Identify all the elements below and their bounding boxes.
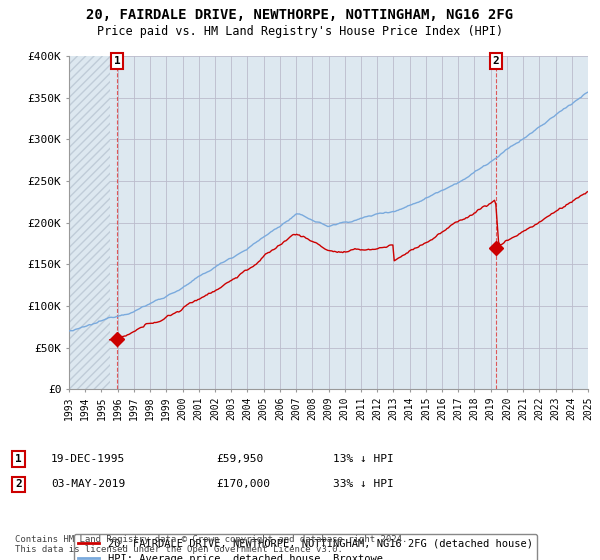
- Text: 20, FAIRDALE DRIVE, NEWTHORPE, NOTTINGHAM, NG16 2FG: 20, FAIRDALE DRIVE, NEWTHORPE, NOTTINGHA…: [86, 8, 514, 22]
- Text: 2: 2: [493, 56, 500, 66]
- Text: £59,950: £59,950: [216, 454, 263, 464]
- Text: £170,000: £170,000: [216, 479, 270, 489]
- Text: 2: 2: [15, 479, 22, 489]
- Text: Price paid vs. HM Land Registry's House Price Index (HPI): Price paid vs. HM Land Registry's House …: [97, 25, 503, 38]
- Bar: [69, 56, 110, 389]
- Text: 1: 1: [114, 56, 121, 66]
- Text: Contains HM Land Registry data © Crown copyright and database right 2024.
This d: Contains HM Land Registry data © Crown c…: [15, 535, 407, 554]
- Text: 03-MAY-2019: 03-MAY-2019: [51, 479, 125, 489]
- Text: 13% ↓ HPI: 13% ↓ HPI: [333, 454, 394, 464]
- Text: 19-DEC-1995: 19-DEC-1995: [51, 454, 125, 464]
- Text: 33% ↓ HPI: 33% ↓ HPI: [333, 479, 394, 489]
- Legend: 20, FAIRDALE DRIVE, NEWTHORPE, NOTTINGHAM, NG16 2FG (detached house), HPI: Avera: 20, FAIRDALE DRIVE, NEWTHORPE, NOTTINGHA…: [74, 534, 537, 560]
- Text: 1: 1: [15, 454, 22, 464]
